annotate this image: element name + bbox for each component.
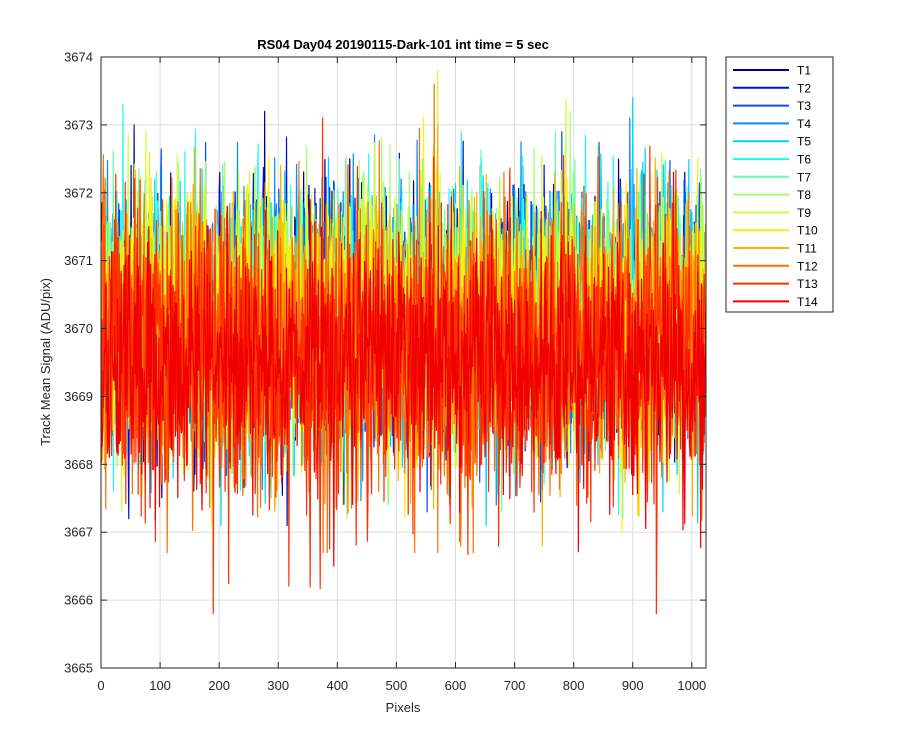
y-axis-label: Track Mean Signal (ADU/pix) — [38, 278, 53, 446]
x-tick-label: 1000 — [677, 678, 706, 693]
legend-label-t6: T6 — [797, 153, 811, 167]
legend[interactable]: T1 T2 T3 T4 T5 T6 T7 T8 T9 T10 T11 T12 T13 T14 — [725, 56, 834, 313]
y-tick-label: 3666 — [64, 593, 93, 608]
legend-label-t10: T10 — [797, 224, 818, 238]
legend-label-t5: T5 — [797, 135, 811, 149]
x-tick-label: 400 — [326, 678, 348, 693]
x-tick-label: 800 — [563, 678, 585, 693]
legend-label-t2: T2 — [797, 81, 811, 95]
y-tick-label: 3671 — [64, 253, 93, 268]
y-tick-label: 3665 — [64, 661, 93, 676]
x-tick-label: 700 — [504, 678, 526, 693]
legend-label-t3: T3 — [797, 99, 811, 113]
ticks — [100, 56, 706, 669]
legend-label-t13: T13 — [797, 277, 818, 291]
y-tick-label: 3669 — [64, 389, 93, 404]
legend-label-t1: T1 — [797, 64, 811, 78]
x-tick-label: 500 — [386, 678, 408, 693]
y-tick-label: 3670 — [64, 321, 93, 336]
y-tick-label: 3672 — [64, 185, 93, 200]
legend-label-t12: T12 — [797, 259, 818, 273]
legend-label-t11: T11 — [797, 242, 817, 256]
series-line-t13 — [101, 117, 706, 615]
axes-box — [100, 56, 707, 669]
y-tick-label: 3674 — [64, 50, 93, 65]
legend-label-t9: T9 — [797, 206, 811, 220]
x-tick-label: 900 — [622, 678, 644, 693]
legend-label-t14: T14 — [797, 295, 818, 309]
legend-label-t4: T4 — [797, 117, 811, 131]
tick-labels: 0 100 200 300 400 500 600 700 800 900 1000 3665 3666… — [64, 50, 706, 694]
x-tick-label: 200 — [208, 678, 230, 693]
y-tick-label: 3667 — [64, 525, 93, 540]
x-tick-label: 100 — [149, 678, 171, 693]
series-layer — [101, 69, 706, 615]
x-axis-label: Pixels — [386, 700, 421, 715]
series-line-t14 — [101, 171, 706, 567]
chart-title: RS04 Day04 20190115-Dark-101 int time = … — [257, 37, 549, 52]
x-tick-label: 300 — [267, 678, 289, 693]
legend-box — [725, 56, 834, 313]
legend-label-t8: T8 — [797, 188, 811, 202]
legend-label-t7: T7 — [797, 170, 811, 184]
x-tick-label: 0 — [97, 678, 104, 693]
y-tick-label: 3668 — [64, 457, 93, 472]
x-tick-label: 600 — [445, 678, 467, 693]
y-tick-label: 3673 — [64, 117, 93, 132]
